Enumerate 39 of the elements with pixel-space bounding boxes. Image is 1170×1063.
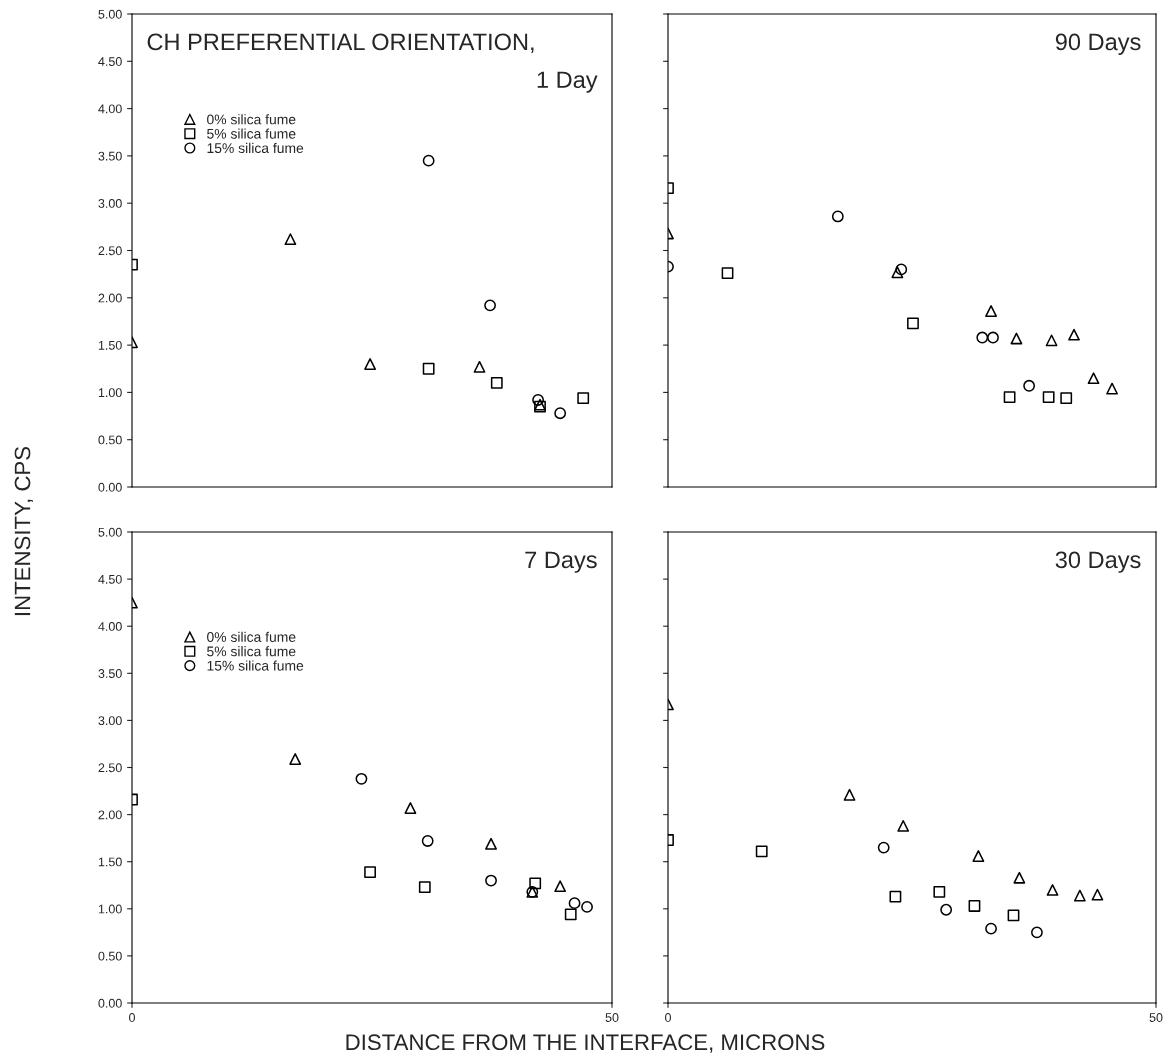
- y-tick-label: 2.00: [98, 810, 122, 820]
- x-tick-label: 0: [129, 1013, 135, 1022]
- y-axis-title: INTENSITY, CPS: [14, 446, 33, 616]
- y-tick-label: 3.00: [98, 716, 122, 726]
- legend-label: 5% silica fume: [207, 646, 296, 657]
- text: 30 Days: [1055, 551, 1141, 573]
- annotation: CH PREFERENTIAL ORIENTATION,: [147, 33, 534, 54]
- text: 90 Days: [1055, 33, 1141, 55]
- text: 1 Day: [537, 71, 598, 93]
- y-tick-label: 2.00: [98, 293, 122, 303]
- y-tick-label: 4.00: [98, 104, 122, 114]
- y-tick-label: 4.00: [98, 622, 122, 631]
- y-tick-label: 1.50: [98, 340, 122, 350]
- x-tick-label: 50: [605, 1013, 619, 1022]
- y-tick-label: 1.50: [98, 857, 122, 867]
- y-tick-label: 5.00: [98, 9, 122, 19]
- y-tick-label: 0.00: [98, 998, 122, 1008]
- y-tick-label: 2.50: [98, 763, 122, 773]
- y-tick-label: 4.50: [98, 574, 122, 584]
- legend-label: 15% silica fume: [207, 142, 304, 154]
- x-tick-label: 50: [1149, 1013, 1163, 1022]
- y-tick-label: 3.50: [98, 151, 122, 161]
- y-tick-label: 5.00: [98, 527, 122, 537]
- y-tick-label: 2.50: [98, 246, 122, 256]
- legend-label: 0% silica fume: [207, 114, 296, 125]
- x-axis-title: DISTANCE FROM THE INTERFACE, MICRONS: [346, 1034, 825, 1053]
- y-tick-label: 3.50: [98, 669, 122, 678]
- x-tick-label: 0: [665, 1013, 671, 1022]
- legend-label: 15% silica fume: [207, 660, 304, 671]
- y-tick-label: 0.50: [98, 951, 122, 961]
- y-tick-label: 1.00: [98, 904, 122, 914]
- text: 7 Days: [525, 551, 597, 573]
- y-tick-label: 3.00: [98, 199, 122, 208]
- y-tick-label: 0.50: [98, 435, 122, 445]
- y-tick-label: 4.50: [98, 57, 122, 66]
- y-tick-label: 1.00: [98, 388, 122, 398]
- y-tick-label: 0.00: [98, 482, 122, 492]
- legend-label: 5% silica fume: [207, 128, 296, 139]
- legend-label: 0% silica fume: [207, 631, 296, 642]
